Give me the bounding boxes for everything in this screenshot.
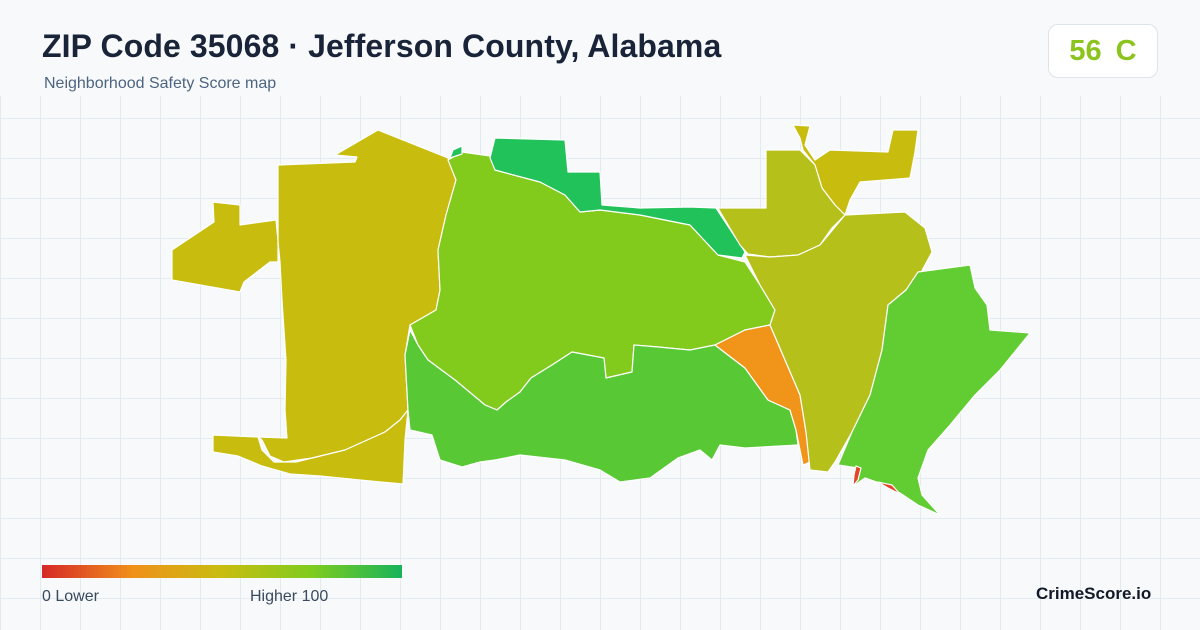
page-title: ZIP Code 35068 · Jefferson County, Alaba…	[42, 28, 722, 64]
safety-score-badge: 56 C	[1048, 24, 1158, 78]
score-grade: C	[1115, 34, 1137, 67]
map-region-red-sliver-b[interactable]	[852, 465, 862, 487]
legend-max-label: Higher 100	[250, 588, 329, 605]
legend-gradient-bar	[42, 565, 402, 578]
score-value: 56	[1069, 34, 1102, 67]
header-background	[0, 0, 1200, 96]
map-region-southwest[interactable]	[212, 409, 409, 485]
brand-logo-text[interactable]: CrimeScore.io	[1036, 584, 1152, 603]
map-region-east[interactable]	[837, 264, 1031, 516]
map-region-north[interactable]	[449, 145, 463, 159]
map-region-north-main[interactable]	[489, 137, 746, 259]
legend-min-label: 0 Lower	[42, 588, 99, 605]
page-subtitle: Neighborhood Safety Score map	[44, 75, 277, 92]
map-region-red-sliver-a[interactable]	[877, 481, 901, 495]
